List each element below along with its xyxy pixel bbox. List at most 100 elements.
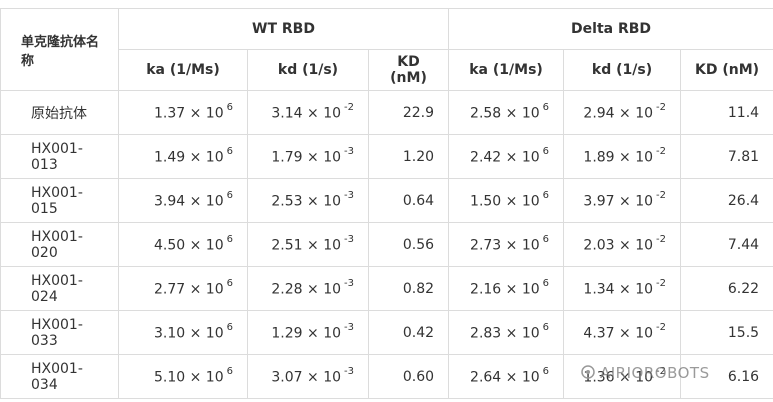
exponent: -3 <box>344 365 354 377</box>
mantissa: 2.53 × 10 <box>271 193 342 210</box>
sci-cell: 1.36 × 10 -2 <box>563 354 682 399</box>
sci-cell: 2.64 × 10 6 <box>448 354 565 399</box>
sci-cell: 3.14 × 10 -2 <box>247 90 369 135</box>
mantissa: 5.10 × 10 <box>154 369 224 386</box>
exponent: -2 <box>656 365 667 377</box>
mantissa: 1.36 × 10 <box>583 369 654 386</box>
sci-cell: 3.10 × 10 6 <box>118 310 248 355</box>
row-name: HX001-034 <box>0 354 119 399</box>
mantissa: 2.83 × 10 <box>470 325 540 342</box>
sci-cell: 1.29 × 10 -3 <box>247 310 369 355</box>
sci-cell: 1.34 × 10 -2 <box>563 266 682 311</box>
exponent: -2 <box>656 189 667 201</box>
exponent: 6 <box>226 189 233 201</box>
mantissa: 3.97 × 10 <box>583 193 654 210</box>
sci-cell: 3.97 × 10 -2 <box>563 178 682 223</box>
exponent: -2 <box>656 101 667 113</box>
exponent: -2 <box>656 277 667 289</box>
exponent: 6 <box>542 101 550 113</box>
sci-cell: 4.37 × 10 -2 <box>563 310 682 355</box>
value-cell: 0.42 <box>367 310 450 355</box>
row-name: 原始抗体 <box>0 90 119 135</box>
sci-cell: 2.42 × 10 6 <box>448 134 565 179</box>
row-name: HX001-013 <box>0 134 119 179</box>
value-cell: 0.64 <box>367 178 450 223</box>
mantissa: 3.10 × 10 <box>154 325 224 342</box>
sci-cell: 5.10 × 10 6 <box>118 354 248 399</box>
value-cell: 0.56 <box>367 222 450 267</box>
column-header: kd (1/s) <box>247 49 369 91</box>
mantissa: 4.37 × 10 <box>583 325 654 342</box>
mantissa: 1.29 × 10 <box>271 325 342 342</box>
value-cell: 1.20 <box>367 134 450 179</box>
mantissa: 1.89 × 10 <box>583 149 654 166</box>
exponent: -3 <box>344 321 354 333</box>
column-header: ka (1/Ms) <box>118 49 248 91</box>
exponent: -3 <box>344 233 354 245</box>
exponent: 6 <box>542 321 550 333</box>
watermark-icon <box>581 365 595 379</box>
exponent: -3 <box>344 145 354 157</box>
value-cell: 0.82 <box>367 266 450 311</box>
table-row: HX001-024 2.77 × 10 6 2.28 × 10 -3 0.82 2.16 ×… <box>0 266 773 311</box>
mantissa: 4.50 × 10 <box>154 237 224 254</box>
watermark: AIRIOROBOTS <box>600 364 710 382</box>
column-header: KD (nM) <box>367 49 450 91</box>
corner-header: 单克隆抗体名称 <box>0 8 119 91</box>
sci-cell: 2.73 × 10 6 <box>448 222 565 267</box>
exponent: 6 <box>226 101 233 113</box>
mantissa: 2.42 × 10 <box>470 149 540 166</box>
mantissa: 1.37 × 10 <box>154 105 224 122</box>
column-header: kd (1/s) <box>563 49 682 91</box>
exponent: -2 <box>656 145 667 157</box>
sci-cell: 2.51 × 10 -3 <box>247 222 369 267</box>
mantissa: 2.16 × 10 <box>470 281 540 298</box>
mantissa: 3.14 × 10 <box>271 105 342 122</box>
table-row: HX001-020 4.50 × 10 6 2.51 × 10 -3 0.56 2.73 ×… <box>0 222 773 267</box>
table-row: HX001-034 5.10 × 10 6 3.07 × 10 -3 0.60 2.64 ×… <box>0 354 773 399</box>
table-row: HX001-013 1.49 × 10 6 1.79 × 10 -3 1.20 2.42 ×… <box>0 134 773 179</box>
exponent: 6 <box>542 365 550 377</box>
exponent: 6 <box>226 233 233 245</box>
mantissa: 2.58 × 10 <box>470 105 540 122</box>
value-cell: 26.4 <box>680 178 773 223</box>
sci-cell: 2.83 × 10 6 <box>448 310 565 355</box>
column-header: ka (1/Ms) <box>448 49 565 91</box>
exponent: -2 <box>656 321 667 333</box>
value-cell: 6.22 <box>680 266 773 311</box>
mantissa: 2.77 × 10 <box>154 281 224 298</box>
exponent: 6 <box>542 233 550 245</box>
exponent: 6 <box>542 145 550 157</box>
row-name: HX001-033 <box>0 310 119 355</box>
exponent: 6 <box>542 189 550 201</box>
mantissa: 2.73 × 10 <box>470 237 540 254</box>
sci-cell: 3.94 × 10 6 <box>118 178 248 223</box>
sci-cell: 4.50 × 10 6 <box>118 222 248 267</box>
exponent: 6 <box>226 145 233 157</box>
column-header: KD (nM) <box>680 49 773 91</box>
row-name: HX001-020 <box>0 222 119 267</box>
value-cell: 22.9 <box>367 90 450 135</box>
mantissa: 3.07 × 10 <box>271 369 342 386</box>
mantissa: 1.79 × 10 <box>271 149 342 166</box>
mantissa: 1.50 × 10 <box>470 193 540 210</box>
mantissa: 1.34 × 10 <box>583 281 654 298</box>
sci-cell: 2.77 × 10 6 <box>118 266 248 311</box>
table-row: HX001-015 3.94 × 10 6 2.53 × 10 -3 0.64 1.50 ×… <box>0 178 773 223</box>
value-cell: 7.81 <box>680 134 773 179</box>
table-body: 原始抗体 1.37 × 10 6 3.14 × 10 -2 22.9 2.58 × 10 6 2… <box>0 90 773 399</box>
group-header: Delta RBD <box>448 8 773 50</box>
sci-cell: 1.37 × 10 6 <box>118 90 248 135</box>
mantissa: 2.51 × 10 <box>271 237 342 254</box>
sci-cell: 2.28 × 10 -3 <box>247 266 369 311</box>
exponent: 6 <box>226 321 233 333</box>
value-cell: 7.44 <box>680 222 773 267</box>
mantissa: 2.64 × 10 <box>470 369 540 386</box>
group-header: WT RBD <box>117 8 450 50</box>
table-row: 原始抗体 1.37 × 10 6 3.14 × 10 -2 22.9 2.58 × 10 6 2… <box>0 90 773 135</box>
exponent: 6 <box>226 365 233 377</box>
row-name: HX001-024 <box>0 266 119 311</box>
mantissa: 2.28 × 10 <box>271 281 342 298</box>
value-cell: 0.60 <box>367 354 450 399</box>
